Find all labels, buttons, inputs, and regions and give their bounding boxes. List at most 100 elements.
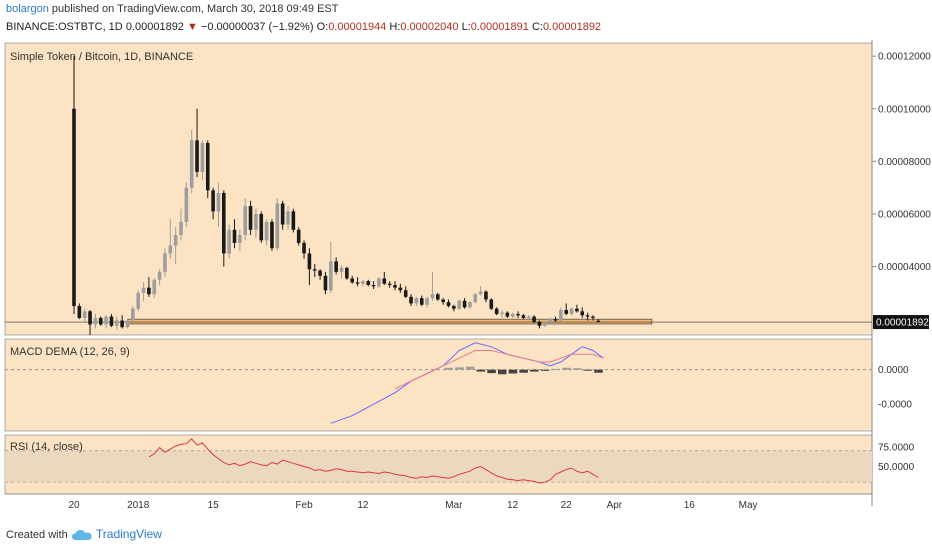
macd-histogram-bar bbox=[551, 368, 560, 370]
candle-body bbox=[350, 278, 354, 283]
candle-body bbox=[216, 192, 221, 212]
candle-body bbox=[543, 321, 547, 326]
candle-body bbox=[526, 316, 531, 318]
time-tick-label: May bbox=[739, 500, 758, 511]
time-tick-label: Mar bbox=[445, 500, 463, 511]
price-tick-label: 0.00006000 bbox=[878, 209, 931, 220]
candle-body bbox=[345, 267, 349, 279]
macd-histogram-bar bbox=[572, 368, 582, 370]
price-tick-label: 0.00004000 bbox=[878, 262, 931, 273]
candle-body bbox=[291, 211, 296, 230]
candle-body bbox=[339, 267, 344, 272]
candle-body bbox=[361, 281, 365, 284]
candle-body bbox=[564, 310, 568, 314]
candle-body bbox=[98, 317, 103, 325]
candle-body bbox=[120, 320, 124, 328]
time-tick-label: 12 bbox=[507, 500, 519, 511]
time-tick-label: Apr bbox=[607, 500, 623, 511]
candle-body bbox=[323, 275, 328, 291]
candle-body bbox=[232, 229, 237, 243]
macd-histogram-bar bbox=[540, 369, 550, 371]
price-change: −0.00000037 (−1.92%) bbox=[200, 21, 314, 33]
time-tick-label: 22 bbox=[561, 500, 573, 511]
candle-body bbox=[446, 302, 451, 307]
time-tick-label: 12 bbox=[357, 500, 369, 511]
candle-body bbox=[510, 313, 515, 317]
candle-body bbox=[521, 315, 526, 318]
candle-body bbox=[473, 294, 478, 303]
candle-body bbox=[505, 312, 510, 317]
symbol-label[interactable]: BINANCE:OSTBTC, 1D bbox=[6, 21, 123, 33]
candle-body bbox=[286, 211, 290, 225]
macd-histogram-bar bbox=[465, 366, 475, 370]
candle-body bbox=[425, 298, 429, 305]
candle-body bbox=[82, 311, 87, 318]
candle-body bbox=[382, 278, 387, 284]
candle-body bbox=[200, 142, 205, 172]
macd-series-signal bbox=[394, 350, 604, 390]
candle-body bbox=[275, 203, 280, 249]
close-value: 0.00001892 bbox=[542, 21, 602, 33]
candle-body bbox=[189, 140, 194, 188]
candle-body bbox=[559, 310, 563, 321]
candle-body bbox=[355, 282, 360, 284]
candle-body bbox=[88, 311, 92, 325]
candle-body bbox=[152, 279, 157, 295]
candle-body bbox=[104, 316, 108, 325]
candle-body bbox=[195, 140, 199, 172]
candle-body bbox=[254, 213, 258, 230]
chart-area[interactable]: Simple Token / Bitcoin, 1D, BINANCE 0.000… bbox=[0, 40, 932, 518]
candle-body bbox=[307, 253, 312, 270]
candle-body bbox=[302, 242, 306, 254]
tradingview-brand-link[interactable]: TradingView bbox=[95, 527, 162, 541]
ohlc-legend: BINANCE:OSTBTC, 1D 0.00001892 ▼ −0.00000… bbox=[6, 21, 601, 33]
candle-body bbox=[398, 287, 403, 291]
candle-body bbox=[109, 316, 114, 326]
candle-body bbox=[147, 287, 151, 295]
current-price: 0.00001892 bbox=[125, 21, 184, 33]
macd-histogram-bar bbox=[508, 369, 518, 374]
candle-body bbox=[115, 320, 119, 326]
last-price-badge bbox=[873, 315, 929, 330]
candle-body bbox=[532, 316, 536, 322]
candle-body bbox=[484, 291, 488, 300]
macd-histogram-bar bbox=[583, 369, 593, 371]
candle-body bbox=[72, 108, 76, 307]
macd-tick-label: 0.0000 bbox=[878, 365, 909, 376]
high-value: 0.00002040 bbox=[400, 21, 459, 33]
candle-body bbox=[270, 221, 274, 249]
candle-body bbox=[366, 281, 371, 286]
rsi-tick-label: 75.0000 bbox=[878, 442, 915, 453]
pane-background-1 bbox=[4, 42, 873, 336]
time-tick-label: 16 bbox=[684, 500, 696, 511]
price-tick-label: 0.00012000 bbox=[878, 52, 931, 63]
macd-histogram-bar bbox=[487, 369, 496, 374]
candle-body bbox=[77, 306, 82, 318]
candle-body bbox=[205, 142, 210, 191]
macd-histogram-bar bbox=[444, 367, 453, 370]
tradingview-cloud-icon[interactable] bbox=[71, 528, 93, 542]
close-label: C: bbox=[531, 21, 543, 33]
candle-body bbox=[441, 299, 445, 303]
created-with-text: Created with bbox=[6, 529, 68, 541]
high-label: H: bbox=[389, 21, 401, 33]
candle-body bbox=[580, 311, 585, 316]
macd-histogram-bar bbox=[498, 369, 507, 375]
candle-body bbox=[184, 187, 189, 222]
candle-body bbox=[173, 235, 178, 246]
candle-body bbox=[329, 261, 333, 291]
candle-body bbox=[436, 294, 440, 300]
candle-body bbox=[238, 235, 242, 243]
candle-body bbox=[548, 319, 552, 322]
candle-body bbox=[569, 308, 574, 314]
author-link[interactable]: bolargon bbox=[6, 3, 49, 15]
candle-body bbox=[457, 300, 461, 309]
candle-body bbox=[222, 192, 226, 254]
candle-body bbox=[259, 213, 264, 241]
macd-histogram-bar bbox=[594, 369, 603, 373]
macd-histogram-bar bbox=[455, 367, 464, 370]
footer: Created with TradingView bbox=[6, 527, 162, 542]
candle-body bbox=[264, 221, 269, 241]
candle-body bbox=[387, 283, 392, 286]
candle-body bbox=[377, 278, 381, 287]
